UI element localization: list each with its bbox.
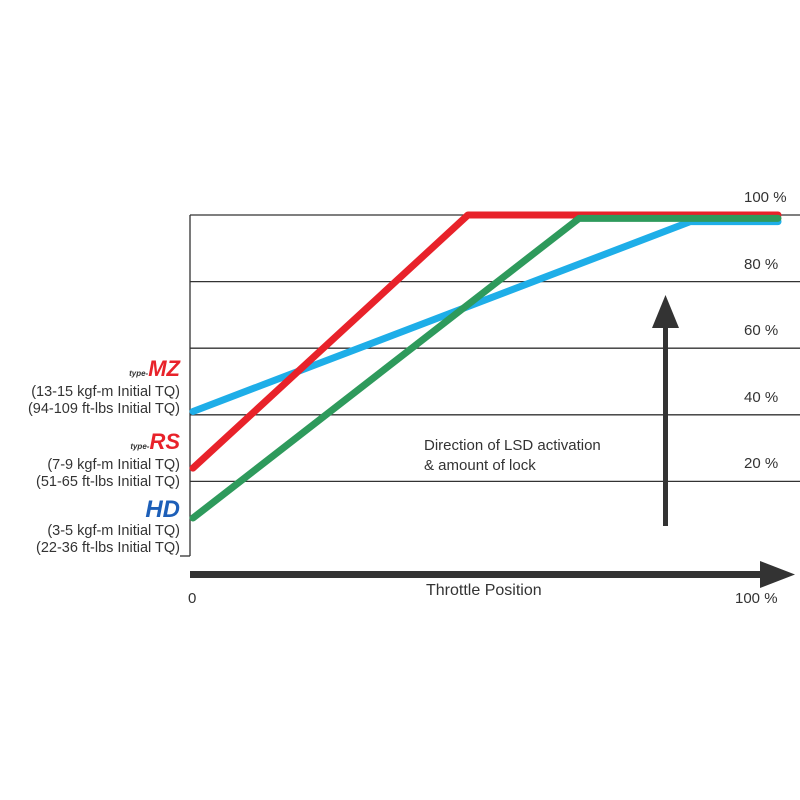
series-line-HD (189, 214, 782, 522)
series-line-type-RS (189, 211, 782, 472)
label-mz: (13-15 kgf-m Initial TQ) (94-109 ft-lbs I… (27, 384, 180, 417)
y-tick-label: 100 % (744, 189, 787, 206)
y-tick-label: 40 % (744, 388, 779, 406)
annotation: Direction of LSD activation & amount of l… (424, 437, 601, 474)
x-tick-100: 100 % (735, 590, 778, 607)
y-tick-label: 80 % (744, 255, 779, 273)
label-hd: (3-5 kgf-m Initial TQ) (22-36 ft-lbs Init… (36, 523, 180, 556)
x-axis-label: Throttle Position (426, 582, 542, 599)
lock-arrow-shaft (663, 320, 668, 526)
lock-arrow-head (652, 295, 679, 328)
x-axis-arrow-shaft (190, 571, 762, 578)
logo-type-rs: type-RS (130, 429, 180, 454)
x-axis-arrow-head (760, 561, 795, 588)
x-tick-0: 0 (188, 590, 197, 607)
y-tick-label: 20 % (744, 455, 779, 473)
logo-hd: HD (145, 496, 180, 523)
label-rs: (7-9 kgf-m Initial TQ) (51-65 ft-lbs Init… (36, 457, 180, 490)
y-tick-label: 60 % (744, 322, 779, 340)
logo-type-mz: type-MZ (129, 356, 180, 381)
